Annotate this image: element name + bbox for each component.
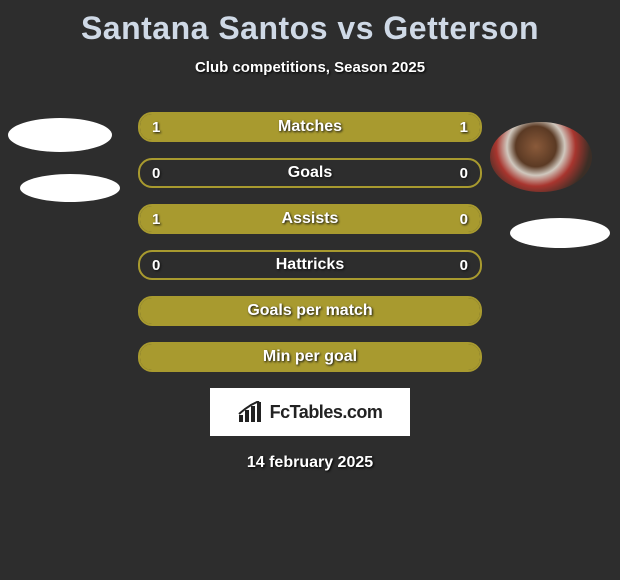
comparison-bars: 11Matches00Goals10Assists00HattricksGoal… — [138, 112, 482, 372]
brand-text: FcTables.com — [270, 402, 383, 423]
brand-badge: FcTables.com — [210, 388, 410, 436]
stat-fill-right — [310, 114, 480, 140]
stat-value-left: 0 — [152, 252, 160, 278]
page-subtitle: Club competitions, Season 2025 — [0, 59, 620, 76]
stat-value-left: 1 — [152, 206, 160, 232]
page-title: Santana Santos vs Getterson — [0, 0, 620, 47]
stat-row: Min per goal — [138, 342, 482, 372]
stat-fill-left — [140, 114, 310, 140]
stat-value-left: 1 — [152, 114, 160, 140]
stat-fill-left — [140, 344, 480, 370]
stat-value-right: 0 — [460, 206, 468, 232]
brand-chart-icon — [238, 401, 264, 423]
stat-row: 0 0Goals — [138, 158, 482, 188]
stat-fill-left — [140, 206, 398, 232]
player-right-avatar — [490, 122, 592, 192]
stat-value-right: 0 — [460, 160, 468, 186]
stat-row: 11Matches — [138, 112, 482, 142]
snapshot-date: 14 february 2025 — [0, 454, 620, 472]
stat-row: 0 0Hattricks — [138, 250, 482, 280]
stat-row: 10Assists — [138, 204, 482, 234]
stat-value-left: 0 — [152, 160, 160, 186]
player-right-avatar-placeholder — [510, 218, 610, 248]
stat-value-right: 1 — [460, 114, 468, 140]
stat-value-right: 0 — [460, 252, 468, 278]
stat-label: Goals — [140, 160, 480, 186]
stat-label: Hattricks — [140, 252, 480, 278]
stat-row: Goals per match — [138, 296, 482, 326]
player-left-avatar-placeholder-2 — [20, 174, 120, 202]
stat-fill-left — [140, 298, 480, 324]
player-left-avatar-placeholder-1 — [8, 118, 112, 152]
